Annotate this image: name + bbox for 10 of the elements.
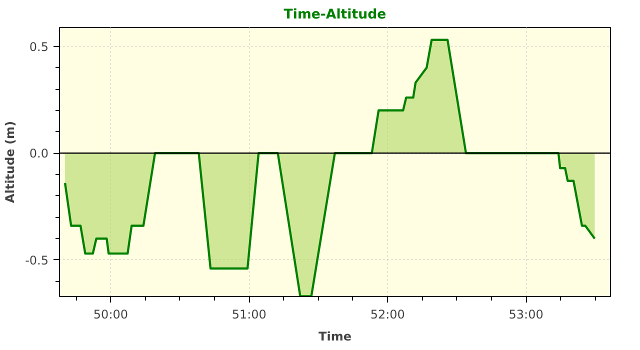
x-tick-label: 50:00 [93,308,128,322]
x-tick-label: 52:00 [370,308,405,322]
y-tick-label: -0.5 [25,253,49,268]
y-axis-title: Altitude (m) [3,121,18,203]
x-tick-label: 53:00 [508,308,544,322]
y-tick-label: 0.5 [29,40,49,54]
x-tick-label: 51:00 [232,308,266,322]
x-axis-title: Time [318,330,352,344]
chart-title: Time-Altitude [284,8,386,22]
y-tick-label: 0.0 [29,146,49,161]
